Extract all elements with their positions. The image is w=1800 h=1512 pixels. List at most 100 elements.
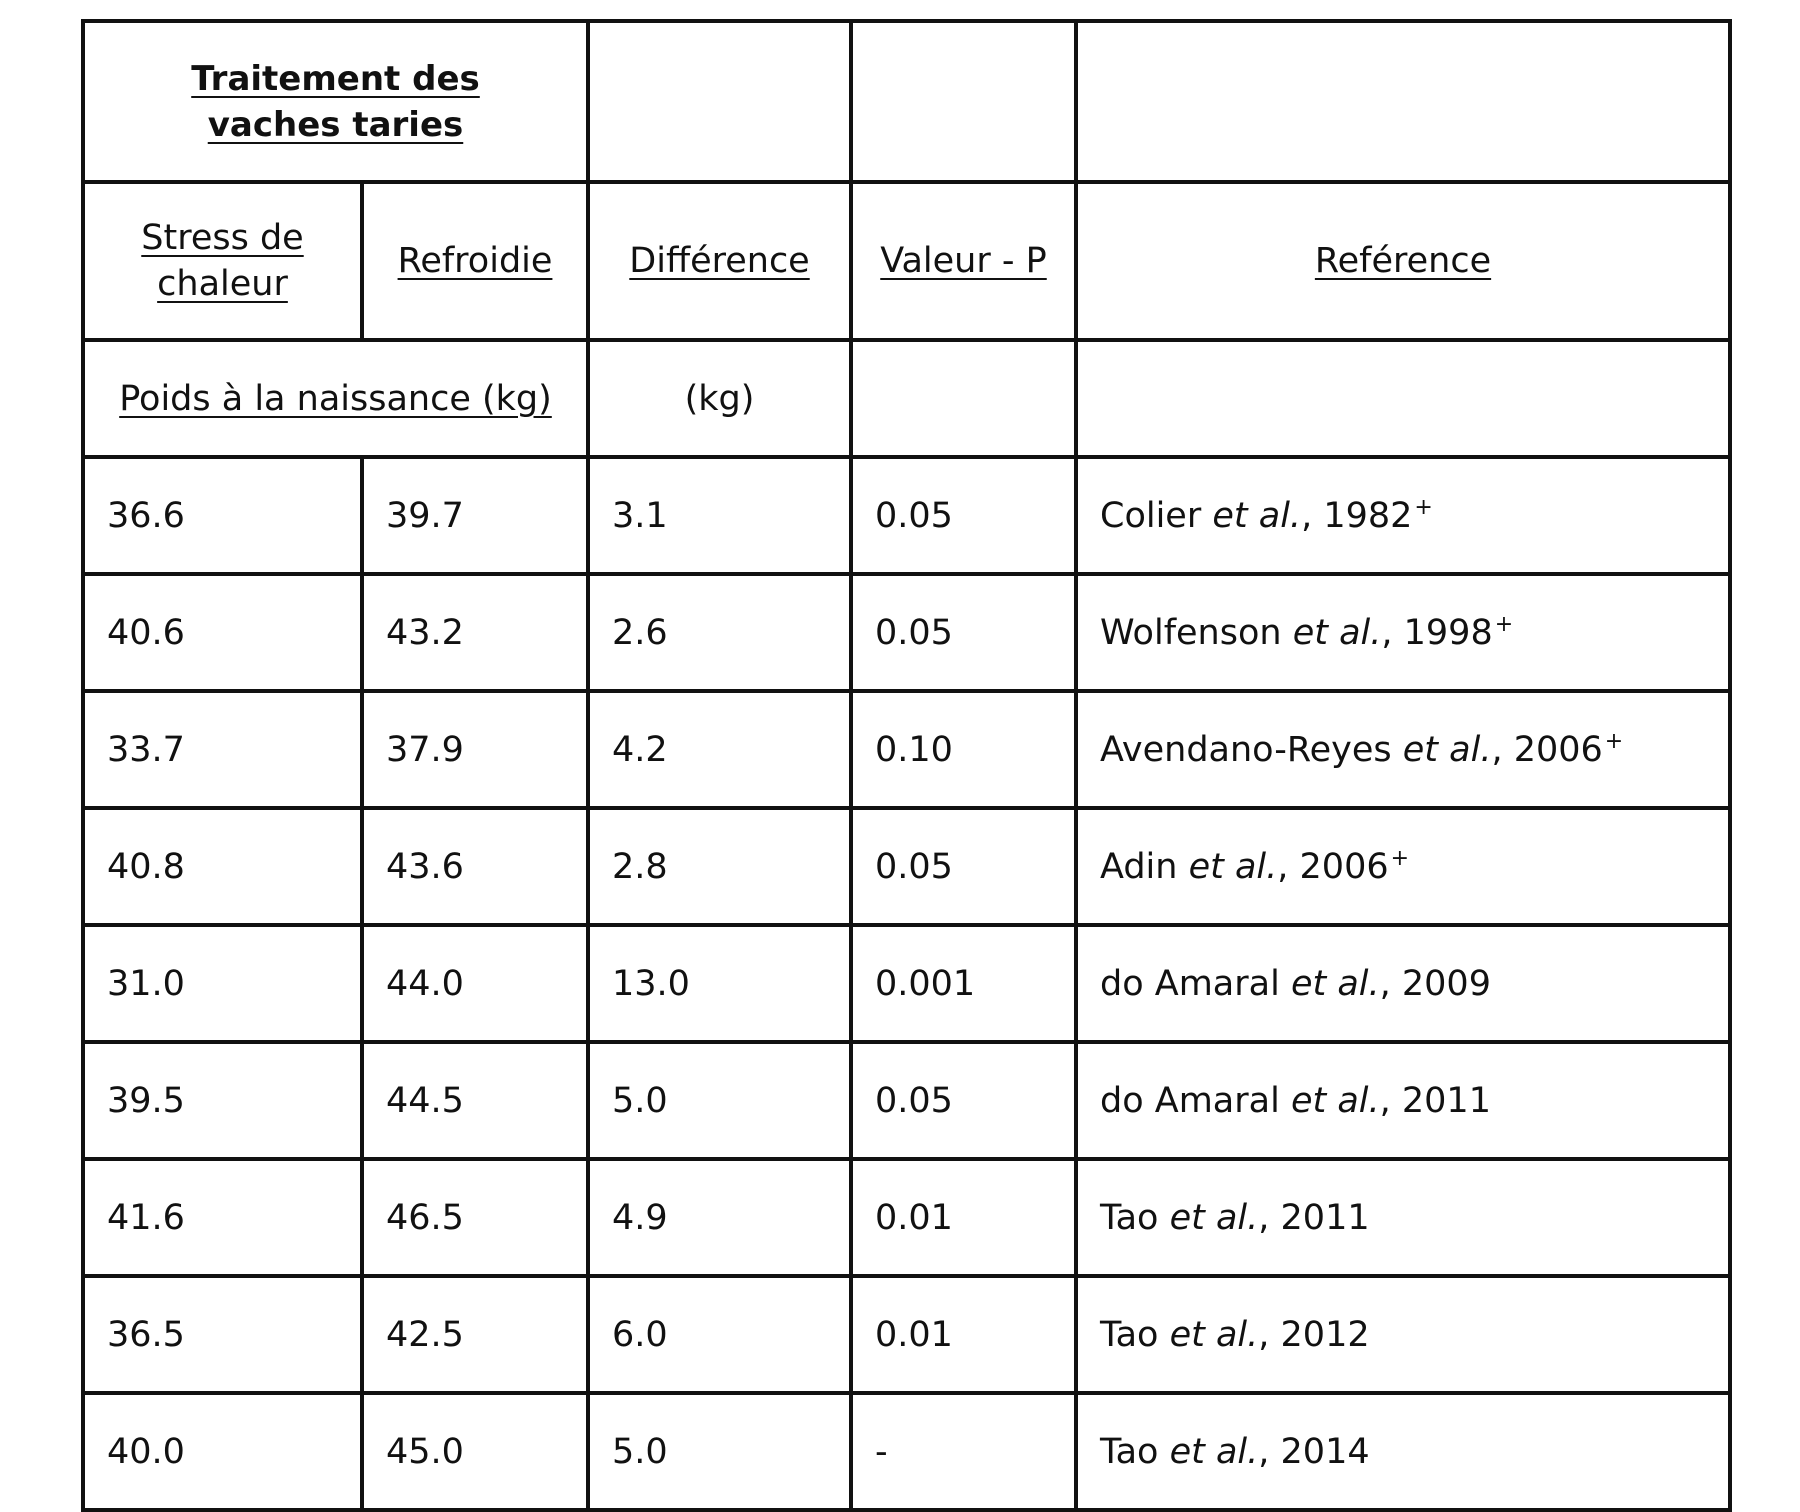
p-value-cell: 0.001 — [849, 923, 1078, 1044]
difference-header: Différence — [586, 180, 853, 342]
reference-year: , 2006 — [1491, 729, 1603, 770]
treatment-header-cell: Traitement des vaches taries — [81, 19, 590, 184]
p-value-header-label: Valeur - P — [880, 241, 1047, 281]
table-row: 33.7 37.9 4.2 0.10 Avendano-Reyes et al., 20… — [81, 689, 1732, 810]
reference-header: Reférence — [1074, 180, 1732, 342]
difference-unit-header: (kg) — [586, 338, 853, 459]
heat-stress-cell: 33.7 — [81, 689, 364, 810]
reference-year: , 2011 — [1379, 1080, 1491, 1121]
reference-header-label: Reférence — [1314, 241, 1492, 281]
reference-cell: Tao et al., 2012 — [1074, 1274, 1732, 1395]
reference-et-al: et al. — [1290, 1080, 1380, 1121]
treatment-title-line2: vaches taries — [207, 104, 464, 145]
reference-cell: Adin et al., 2006+ — [1074, 806, 1732, 927]
difference-cell: 3.1 — [586, 455, 853, 576]
cooled-cell: 44.5 — [360, 1040, 590, 1161]
reference-author: Tao — [1100, 1314, 1159, 1355]
heat-stress-cell: 36.5 — [81, 1274, 364, 1395]
cooled-cell: 46.5 — [360, 1157, 590, 1278]
treatment-title-line1: Traitement des — [191, 58, 480, 99]
reference-cell: do Amaral et al., 2009 — [1074, 923, 1732, 1044]
table-row: 40.8 43.6 2.8 0.05 Adin et al., 2006+ — [81, 806, 1732, 927]
reference-author: Wolfenson — [1100, 612, 1282, 653]
reference-year: , 2011 — [1258, 1197, 1370, 1238]
reference-cell: Wolfenson et al., 1998+ — [1074, 572, 1732, 693]
cooled-header-label: Refroidie — [397, 241, 553, 281]
difference-cell: 5.0 — [586, 1040, 853, 1161]
reference-cell: Tao et al., 2014 — [1074, 1391, 1732, 1512]
heat-stress-cell: 40.0 — [81, 1391, 364, 1512]
empty-header-cell — [849, 19, 1078, 184]
reference-et-al: et al. — [1292, 612, 1382, 653]
header-row-units: Poids à la naissance (kg) (kg) — [81, 338, 1732, 459]
cooled-cell: 43.6 — [360, 806, 590, 927]
birth-weight-table: Traitement des vaches taries Stress de c… — [81, 19, 1732, 1512]
empty-header-cell — [586, 19, 853, 184]
cooled-cell: 45.0 — [360, 1391, 590, 1512]
reference-author: Tao — [1100, 1197, 1159, 1238]
difference-cell: 4.2 — [586, 689, 853, 810]
difference-unit-label: (kg) — [684, 378, 755, 419]
reference-et-al: et al. — [1402, 729, 1492, 770]
difference-cell: 13.0 — [586, 923, 853, 1044]
reference-et-al: et al. — [1290, 963, 1380, 1004]
reference-cell: Tao et al., 2011 — [1074, 1157, 1732, 1278]
p-value-cell: 0.05 — [849, 455, 1078, 576]
p-value-cell: 0.05 — [849, 572, 1078, 693]
reference-author: do Amaral — [1100, 963, 1280, 1004]
reference-year: , 1982 — [1301, 495, 1413, 536]
empty-header-cell — [1074, 338, 1732, 459]
p-value-cell: - — [849, 1391, 1078, 1512]
heat-stress-header-line2: chaleur — [157, 264, 288, 304]
reference-cell: do Amaral et al., 2011 — [1074, 1040, 1732, 1161]
header-row-columns: Stress de chaleur Refroidie Différence V… — [81, 180, 1732, 342]
heat-stress-cell: 31.0 — [81, 923, 364, 1044]
reference-year: , 1998 — [1381, 612, 1493, 653]
difference-cell: 2.6 — [586, 572, 853, 693]
cooled-cell: 43.2 — [360, 572, 590, 693]
heat-stress-cell: 36.6 — [81, 455, 364, 576]
p-value-cell: 0.05 — [849, 806, 1078, 927]
reference-year: , 2006 — [1277, 846, 1389, 887]
reference-author: Colier — [1100, 495, 1202, 536]
difference-cell: 2.8 — [586, 806, 853, 927]
reference-year: , 2014 — [1258, 1431, 1370, 1472]
reference-et-al: et al. — [1169, 1431, 1259, 1472]
difference-cell: 6.0 — [586, 1274, 853, 1395]
reference-et-al: et al. — [1169, 1314, 1259, 1355]
p-value-cell: 0.01 — [849, 1274, 1078, 1395]
reference-author: Adin — [1100, 846, 1178, 887]
birth-weight-header: Poids à la naissance (kg) — [81, 338, 590, 459]
heat-stress-cell: 41.6 — [81, 1157, 364, 1278]
cooled-header: Refroidie — [360, 180, 590, 342]
table-row: 36.6 39.7 3.1 0.05 Colier et al., 1982+ — [81, 455, 1732, 576]
difference-cell: 4.9 — [586, 1157, 853, 1278]
heat-stress-cell: 39.5 — [81, 1040, 364, 1161]
reference-et-al: et al. — [1188, 846, 1278, 887]
heat-stress-cell: 40.8 — [81, 806, 364, 927]
heat-stress-header-line1: Stress de — [141, 218, 304, 258]
reference-et-al: et al. — [1212, 495, 1302, 536]
difference-cell: 5.0 — [586, 1391, 853, 1512]
reference-author: do Amaral — [1100, 1080, 1280, 1121]
p-value-cell: 0.01 — [849, 1157, 1078, 1278]
reference-cell: Colier et al., 1982+ — [1074, 455, 1732, 576]
reference-footnote-mark: + — [1390, 845, 1410, 871]
birth-weight-label: Poids à la naissance (kg) — [119, 378, 552, 419]
reference-footnote-mark: + — [1494, 611, 1514, 637]
header-row-treatment: Traitement des vaches taries — [81, 19, 1732, 184]
reference-footnote-mark: + — [1414, 494, 1433, 520]
table-row: 40.6 43.2 2.6 0.05 Wolfenson et al., 1998+ — [81, 572, 1732, 693]
table-row: 41.6 46.5 4.9 0.01 Tao et al., 2011 — [81, 1157, 1732, 1278]
heat-stress-cell: 40.6 — [81, 572, 364, 693]
table-row: 31.0 44.0 13.0 0.001 do Amaral et al., 2009 — [81, 923, 1732, 1044]
table-row: 40.0 45.0 5.0- Tao et al., 2014 — [81, 1391, 1732, 1512]
empty-header-cell — [1074, 19, 1732, 184]
reference-cell: Avendano-Reyes et al., 2006+ — [1074, 689, 1732, 810]
table-row: 36.5 42.5 6.0 0.01 Tao et al., 2012 — [81, 1274, 1732, 1395]
reference-year: , 2009 — [1379, 963, 1491, 1004]
reference-et-al: et al. — [1169, 1197, 1259, 1238]
table-row: 39.5 44.5 5.0 0.05 do Amaral et al., 2011 — [81, 1040, 1732, 1161]
cooled-cell: 44.0 — [360, 923, 590, 1044]
cooled-cell: 37.9 — [360, 689, 590, 810]
